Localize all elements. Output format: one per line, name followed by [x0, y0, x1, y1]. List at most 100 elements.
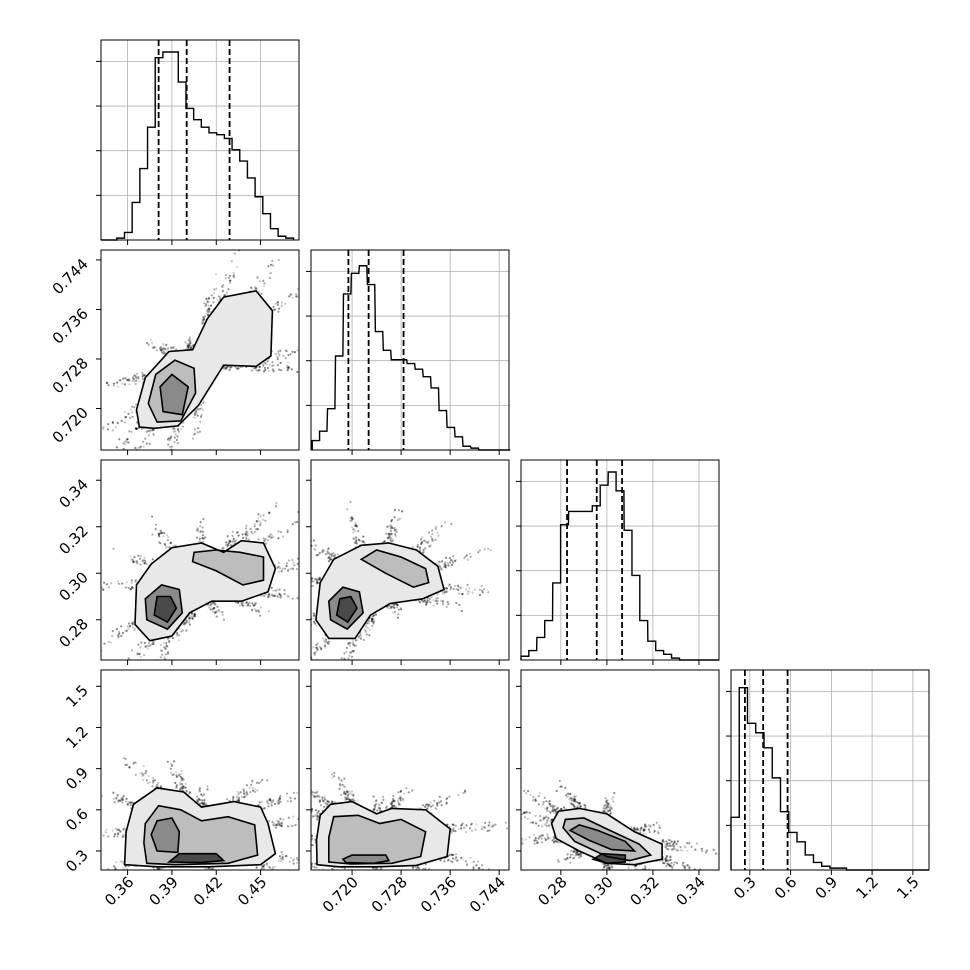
sample-point: [418, 546, 421, 549]
sample-point: [535, 841, 538, 844]
sample-point: [545, 818, 549, 822]
sample-point: [162, 352, 165, 355]
sample-point: [147, 775, 150, 778]
sample-point: [162, 350, 165, 353]
sample-point: [546, 835, 550, 839]
sample-point: [446, 562, 449, 565]
sample-point: [601, 862, 604, 865]
sample-point: [358, 539, 361, 542]
sample-point: [351, 517, 354, 521]
sample-point: [204, 871, 206, 873]
sample-point: [470, 823, 473, 826]
sample-point: [283, 592, 286, 596]
sample-point: [272, 823, 275, 826]
sample-point: [132, 560, 135, 564]
sample-point: [117, 799, 120, 802]
sample-point: [386, 525, 389, 528]
sample-point: [607, 805, 610, 809]
sample-point: [212, 608, 215, 611]
sample-point: [296, 349, 299, 352]
sample-point: [226, 545, 229, 548]
sample-point: [249, 601, 252, 605]
sample-point: [269, 798, 272, 801]
sample-point: [172, 773, 175, 776]
sample-point: [271, 801, 274, 804]
sample-point: [430, 878, 432, 880]
sample-point: [273, 593, 276, 597]
sample-point: [372, 874, 374, 876]
sample-point: [278, 855, 281, 858]
sample-point: [188, 336, 191, 339]
sample-point: [578, 803, 581, 806]
sample-point: [283, 567, 287, 570]
sample-point: [211, 608, 214, 611]
sample-point: [451, 857, 455, 860]
sample-point: [253, 525, 256, 528]
sample-point: [197, 427, 200, 430]
sample-point: [184, 621, 187, 625]
sample-point: [185, 789, 188, 792]
density-contour: [327, 586, 364, 631]
sample-point: [357, 537, 360, 541]
sample-point: [156, 867, 159, 870]
sample-point: [262, 279, 265, 282]
sample-point: [313, 614, 316, 617]
sample-point: [393, 509, 397, 512]
sample-point: [424, 805, 427, 809]
sample-point: [393, 804, 396, 807]
sample-point: [418, 548, 421, 552]
sample-point: [257, 369, 261, 372]
sample-point: [347, 797, 350, 801]
sample-point: [180, 769, 183, 773]
sample-point: [354, 536, 357, 539]
sample-point: [574, 806, 577, 809]
x-tick-label: 1.5: [893, 873, 923, 903]
sample-point: [438, 801, 441, 804]
sample-point: [324, 798, 327, 802]
sample-point: [334, 680, 336, 682]
sample-point: [419, 547, 422, 550]
sample-point: [231, 530, 234, 534]
sample-point: [643, 829, 646, 832]
sample-point: [302, 824, 304, 826]
sample-point: [464, 860, 467, 863]
sample-point: [133, 560, 136, 564]
sample-point: [129, 804, 132, 807]
sample-point: [140, 641, 143, 644]
sample-point: [262, 370, 266, 373]
sample-point: [124, 660, 126, 662]
sample-point: [273, 865, 276, 868]
sample-point: [112, 864, 116, 868]
sample-point: [124, 630, 127, 633]
sample-point: [709, 875, 711, 877]
sample-point: [315, 790, 319, 794]
sample-point: [125, 438, 128, 441]
sample-point: [430, 535, 433, 538]
sample-point: [188, 342, 191, 345]
sample-point: [284, 841, 286, 843]
sample-point: [130, 430, 133, 433]
sample-point: [139, 445, 142, 448]
sample-point: [664, 846, 667, 849]
sample-point: [170, 764, 174, 767]
sample-point: [327, 556, 330, 560]
sample-point: [269, 263, 273, 266]
sample-point: [333, 775, 336, 778]
sample-point: [113, 834, 116, 837]
sample-point: [280, 304, 283, 307]
sample-point: [120, 625, 123, 628]
sample-point: [304, 835, 306, 837]
sample-point: [291, 824, 294, 827]
sample-point: [337, 873, 339, 875]
sample-point: [351, 798, 354, 801]
sample-point: [207, 297, 211, 300]
sample-point: [233, 539, 236, 542]
sample-point: [182, 787, 185, 790]
sample-point: [331, 875, 333, 877]
sample-point: [80, 831, 82, 833]
sample-point: [246, 534, 249, 537]
sample-point: [441, 560, 444, 563]
sample-point: [241, 604, 244, 607]
sample-point: [337, 776, 340, 779]
sample-point: [291, 597, 294, 600]
